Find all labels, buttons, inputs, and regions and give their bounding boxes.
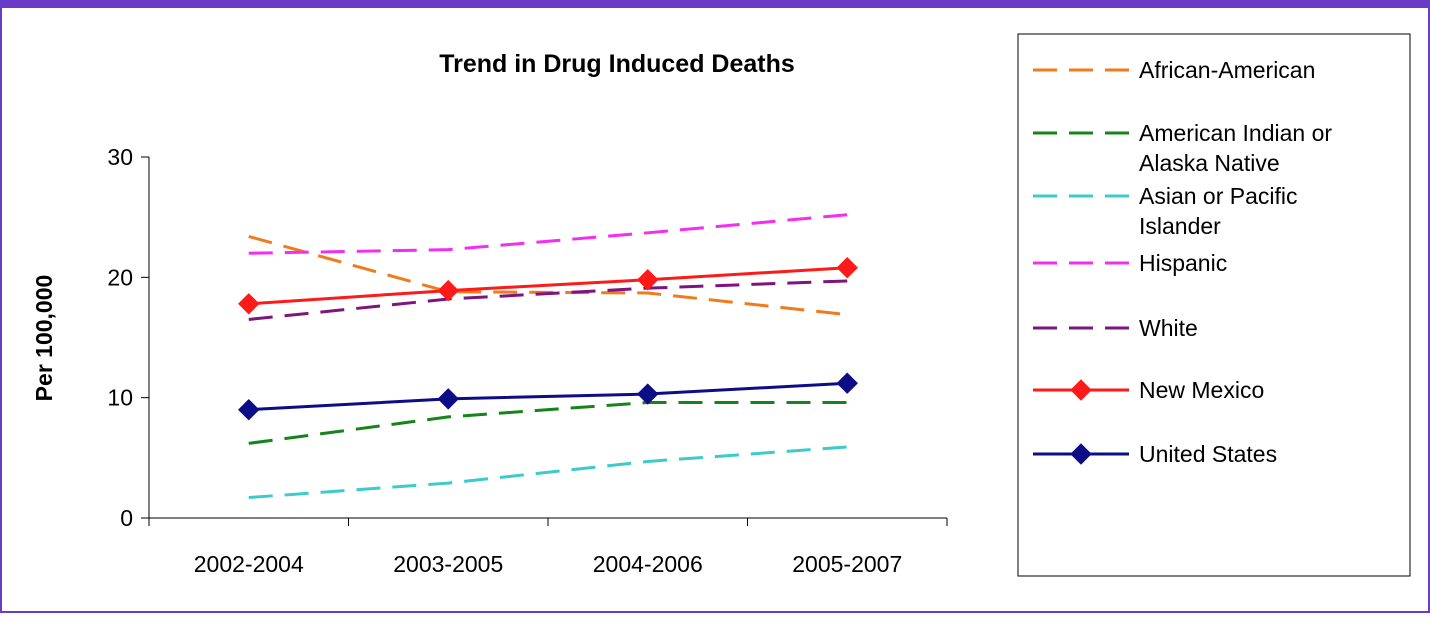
legend-label-line: Hispanic — [1139, 250, 1227, 276]
series-line-african-american — [248, 234, 848, 317]
legend: African-American American Indian or Alaska… — [1017, 33, 1411, 577]
data-point-new-mexico — [637, 269, 659, 291]
x-tick-label: 2002-2004 — [194, 551, 304, 577]
series-line-asian-or-pacific-islander — [248, 445, 848, 500]
series-line-white — [248, 279, 848, 321]
data-point-united-states — [238, 398, 260, 421]
data-point-new-mexico — [238, 293, 260, 315]
legend-label-new-mexico: New Mexico — [1139, 377, 1264, 403]
series-line-new-mexico — [248, 266, 848, 306]
legend-label-asian-or-pacific-islander: Asian or Pacific Islander — [1139, 183, 1298, 239]
x-tick-label: 2004-2006 — [593, 551, 703, 577]
legend-label-white: White — [1139, 315, 1198, 341]
series-layer — [238, 213, 858, 500]
legend-marker-new-mexico — [1070, 379, 1092, 401]
y-axis-label: Per 100,000 — [31, 275, 57, 402]
legend-label-american-indian-or-alaska-native: American Indian or Alaska Native — [1139, 120, 1332, 176]
x-tick-label: 2005-2007 — [792, 551, 902, 577]
legend-label-line: White — [1139, 315, 1198, 341]
data-point-united-states — [437, 388, 459, 410]
y-tick-label: 20 — [107, 264, 133, 290]
legend-marker-united-states — [1070, 443, 1092, 465]
y-tick-label: 0 — [120, 505, 133, 531]
legend-label-line: African-American — [1139, 57, 1315, 83]
legend-label-line: New Mexico — [1139, 377, 1264, 403]
data-point-new-mexico — [836, 256, 858, 279]
axes: 0 10 20 30 2002-2004 2003-2005 2004-2006 2005-2… — [107, 144, 948, 577]
series-line-hispanic — [248, 213, 848, 255]
legend-label-line: Islander — [1139, 213, 1221, 239]
legend-label-line: United States — [1139, 441, 1277, 467]
series-line-american-indian-or-alaska-native — [248, 400, 848, 445]
legend-label-line: American Indian or — [1139, 120, 1332, 146]
series-line-united-states — [248, 381, 848, 412]
chart-svg: Trend in Drug Induced Deaths Per 100,000… — [31, 33, 1411, 577]
y-tick-label: 10 — [107, 385, 133, 411]
legend-label-african-american: African-American — [1139, 57, 1315, 83]
data-point-new-mexico — [437, 279, 459, 302]
legend-label-line: Asian or Pacific — [1139, 183, 1298, 209]
legend-box — [1017, 33, 1411, 577]
legend-label-hispanic: Hispanic — [1139, 250, 1227, 276]
legend-label-line: Alaska Native — [1139, 150, 1280, 176]
data-point-united-states — [637, 383, 659, 405]
x-tick-label: 2003-2005 — [393, 551, 503, 577]
data-point-united-states — [836, 372, 858, 394]
chart-title: Trend in Drug Induced Deaths — [439, 50, 795, 78]
y-tick-label: 30 — [107, 144, 133, 170]
legend-label-united-states: United States — [1139, 441, 1277, 467]
